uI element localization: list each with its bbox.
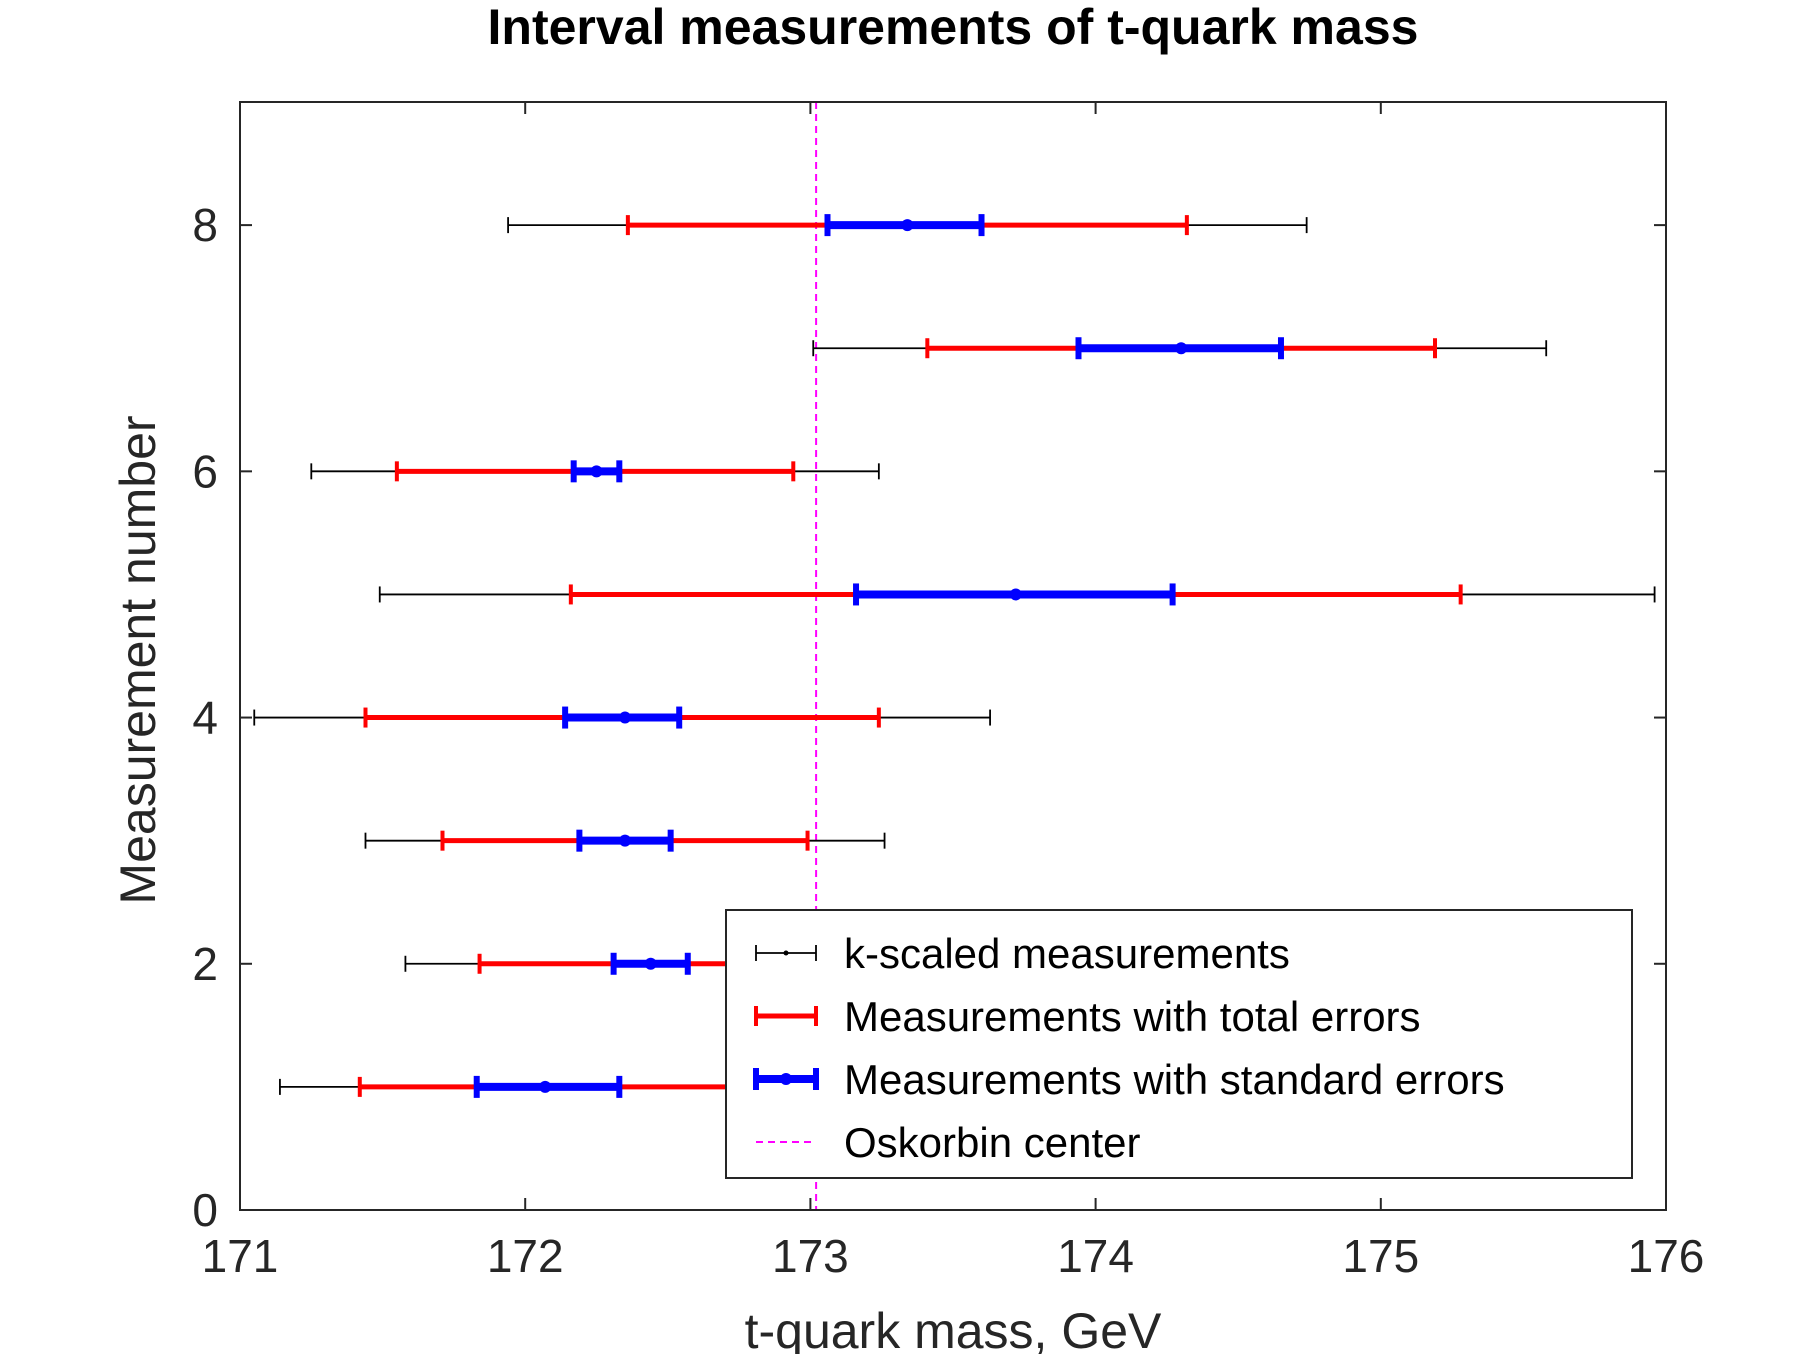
y-tick-label-0: 0	[192, 1184, 218, 1236]
x-tick-label-172: 172	[487, 1230, 564, 1282]
standard-error-center-6	[590, 465, 603, 478]
y-tick-label-6: 6	[192, 445, 218, 497]
legend-swatch-dot	[780, 1073, 792, 1085]
x-tick-label-171: 171	[202, 1230, 279, 1282]
legend-box	[725, 909, 1633, 1179]
x-tick-label-176: 176	[1628, 1230, 1705, 1282]
legend-label-3: Measurements with standard errors	[844, 1056, 1505, 1103]
series-standard-error	[473, 214, 1284, 1098]
y-tick-label-4: 4	[192, 692, 218, 744]
legend-label-1: k-scaled measurements	[844, 930, 1290, 977]
legend: k-scaled measurements Measurements with t…	[725, 909, 1633, 1179]
x-tick-label-175: 175	[1342, 1230, 1419, 1282]
legend-item-1: k-scaled measurements	[755, 930, 1290, 977]
standard-error-center-2	[644, 957, 657, 970]
x-tick-label-174: 174	[1057, 1230, 1134, 1282]
standard-error-center-4	[619, 711, 632, 724]
y-tick-label-2: 2	[192, 938, 218, 990]
legend-item-4: Oskorbin center	[756, 1119, 1140, 1166]
x-axis-label: t-quark mass, GeV	[745, 1303, 1162, 1354]
standard-error-center-8	[901, 219, 914, 232]
legend-item-2: Measurements with total errors	[754, 993, 1421, 1040]
standard-error-center-3	[619, 834, 632, 847]
legend-item-3: Measurements with standard errors	[753, 1056, 1505, 1103]
standard-error-center-5	[1009, 588, 1022, 601]
plot-frame	[239, 101, 1667, 1211]
legend-label-4: Oskorbin center	[844, 1119, 1140, 1166]
axes: 171 172 173 174 175 176 0 2 4 6 8	[192, 102, 1704, 1282]
legend-label-2: Measurements with total errors	[844, 993, 1421, 1040]
standard-error-center-7	[1175, 342, 1188, 355]
y-tick-label-8: 8	[192, 199, 218, 251]
plot-area	[253, 102, 1656, 1210]
y-axis-label: Measurement number	[110, 415, 166, 904]
chart-title: Interval measurements of t-quark mass	[488, 0, 1419, 55]
standard-error-center-1	[539, 1080, 552, 1093]
legend-swatch-dot	[783, 950, 789, 956]
x-tick-label-173: 173	[772, 1230, 849, 1282]
